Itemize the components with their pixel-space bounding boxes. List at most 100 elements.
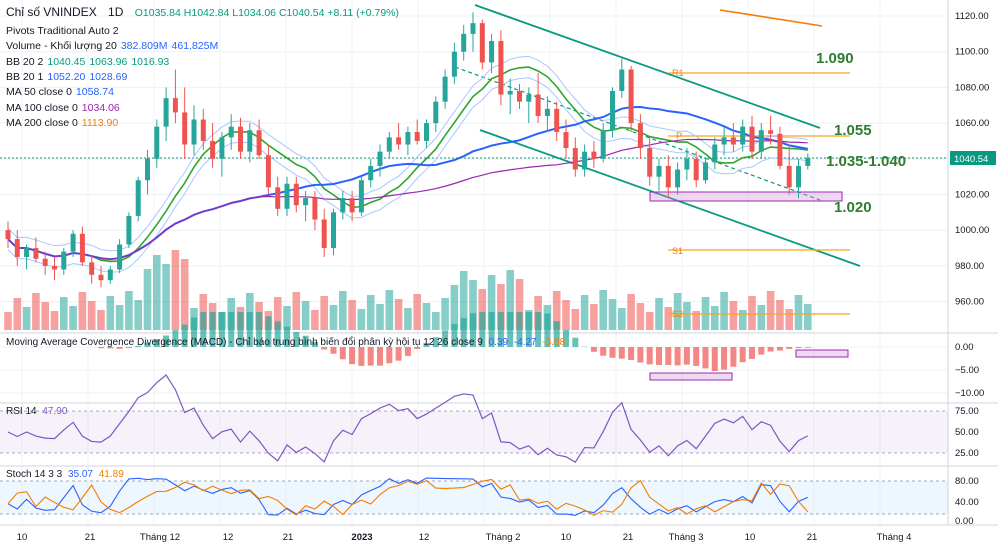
volume-bar — [571, 309, 580, 330]
support-zone-box — [649, 191, 843, 202]
candle-body — [665, 165, 671, 188]
macd-histogram-bar — [674, 347, 681, 366]
macd-histogram-bar — [153, 339, 160, 347]
rsi-tick-label: 25.00 — [955, 448, 979, 459]
time-axis-label: 21 — [85, 532, 96, 543]
macd-histogram-bar — [628, 347, 635, 361]
candle-body — [498, 40, 504, 95]
macd-histogram-bar — [107, 347, 114, 349]
indicator-value: 1016.93 — [131, 55, 170, 68]
volume-bar — [738, 310, 747, 330]
macd-histogram-bar — [702, 347, 709, 369]
candle-body — [126, 215, 132, 245]
macd-histogram-bar — [386, 347, 393, 364]
candle-body — [684, 158, 690, 170]
volume-bar — [13, 298, 22, 330]
candle-body — [24, 248, 30, 257]
volume-bar — [292, 292, 301, 330]
indicator-row[interactable]: Volume - Khối lượng 20 382.809M 461.825M — [6, 40, 218, 53]
macd-histogram-bar — [749, 347, 755, 359]
volume-bar — [376, 304, 384, 330]
macd-histogram-bar — [218, 312, 225, 347]
candle-body — [52, 265, 57, 270]
macd-histogram-bar — [460, 318, 467, 347]
price-tick-label: 960.00 — [955, 297, 984, 308]
indicator-row[interactable]: MA 200 close 0 1113.90 — [6, 117, 118, 130]
macd-label[interactable]: Moving Average Covergence Divergence (MA… — [6, 337, 483, 348]
candle-body — [200, 119, 206, 141]
macd-histogram-bar — [600, 347, 607, 356]
macd-histogram-bar — [330, 347, 337, 354]
candle-body — [238, 126, 243, 152]
volume-bar — [357, 309, 366, 330]
macd-histogram-bar — [293, 331, 300, 347]
volume-bar — [459, 271, 468, 330]
indicator-row[interactable]: MA 100 close 0 1034.06 — [6, 102, 120, 115]
symbol-name[interactable]: Chỉ số VNINDEX — [6, 5, 97, 19]
volume-bar — [106, 296, 115, 330]
annotation-1020: 1.020 — [834, 199, 872, 216]
time-axis-label: Tháng 4 — [877, 532, 912, 543]
indicator-row[interactable]: BB 20 1 1052.20 1028.69 — [6, 71, 127, 84]
macd-histogram-bar — [228, 312, 235, 347]
candle-body — [805, 157, 811, 166]
volume-bar — [78, 292, 87, 330]
volume-bar — [180, 259, 189, 330]
stoch-label[interactable]: Stoch 14 3 3 — [6, 469, 63, 480]
macd-histogram-bar — [423, 342, 430, 347]
volume-bar — [22, 307, 31, 330]
price-tick-label: 1020.00 — [955, 190, 989, 201]
candle-body — [479, 23, 485, 63]
candle-body — [433, 101, 439, 124]
indicator-row[interactable]: Pivots Traditional Auto 2 — [6, 25, 119, 38]
volume-bar — [32, 293, 40, 330]
candle-body — [591, 151, 597, 159]
volume-bar — [515, 279, 524, 330]
candle-body — [145, 158, 150, 181]
macd-histogram-bar — [470, 313, 476, 347]
indicator-value: 1058.74 — [75, 86, 114, 99]
candle-body — [14, 239, 20, 257]
candle-body — [117, 244, 123, 270]
candle-body — [154, 126, 160, 159]
interval-label[interactable]: 1D — [108, 5, 124, 19]
volume-bar — [766, 291, 775, 330]
channel-mid-line — [454, 66, 821, 201]
stoch-k-line — [7, 477, 809, 516]
candle-body — [544, 108, 550, 116]
rsi-label[interactable]: RSI 14 — [6, 406, 37, 417]
macd-histogram-bar — [656, 347, 662, 366]
volume-bars — [4, 250, 812, 330]
candle-body — [554, 108, 560, 133]
macd-histogram-bar — [116, 347, 123, 349]
indicator-row[interactable]: MA 50 close 0 1058.74 — [6, 86, 114, 99]
candle-body — [749, 126, 755, 152]
volume-bar — [329, 305, 338, 330]
macd-histogram-bar — [200, 312, 207, 347]
candle-body — [693, 158, 699, 181]
volume-bar — [478, 289, 487, 330]
rsi-band — [0, 411, 948, 453]
volume-bar — [655, 298, 663, 330]
stoch-value-k: 35.07 — [67, 469, 93, 480]
macd-zone-box — [649, 372, 733, 381]
candle-body — [610, 90, 615, 131]
volume-bar — [664, 307, 673, 330]
candlesticks — [5, 12, 811, 288]
candle-body — [675, 169, 681, 188]
macd-histogram-bar — [590, 347, 597, 352]
candle-body — [647, 148, 653, 177]
time-axis-label: 12 — [223, 532, 234, 543]
candle-body — [247, 130, 253, 152]
macd-histogram-bar — [246, 312, 253, 347]
volume-bar — [404, 308, 412, 330]
macd-value-hist: 0.39 — [488, 337, 509, 348]
axes: 1120.001100.001080.001060.001040.001020.… — [17, 11, 996, 543]
volume-bar — [608, 299, 617, 330]
indicator-row[interactable]: BB 20 2 1040.45 1063.96 1016.93 — [6, 56, 169, 69]
last-price-tag — [950, 151, 996, 165]
candle-body — [358, 180, 364, 213]
volume-bar — [552, 291, 561, 330]
macd-legend: Moving Average Covergence Divergence (MA… — [6, 337, 565, 348]
